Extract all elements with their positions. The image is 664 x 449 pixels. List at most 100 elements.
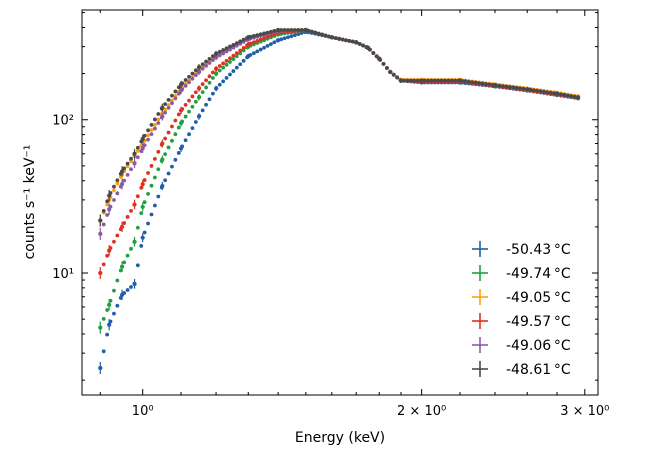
data-point — [572, 94, 577, 99]
data-point — [129, 167, 133, 172]
data-point — [501, 84, 505, 89]
data-point — [487, 82, 492, 87]
data-point — [193, 68, 198, 73]
data-point — [163, 102, 168, 107]
series-1 — [98, 27, 581, 334]
data-point — [139, 139, 144, 144]
data-point — [217, 68, 222, 73]
data-point — [200, 66, 205, 71]
data-point — [176, 151, 181, 155]
data-point — [231, 57, 236, 61]
data-point — [156, 149, 161, 154]
data-point — [135, 149, 140, 153]
data-point — [159, 142, 164, 147]
data-point — [292, 33, 297, 38]
data-point — [163, 152, 168, 156]
data-point — [125, 215, 130, 219]
data-point — [98, 231, 103, 236]
data-point — [234, 51, 239, 56]
data-point — [344, 38, 348, 43]
data-point — [211, 54, 215, 59]
data-point — [108, 298, 113, 303]
legend-label: -50.43 °C — [506, 242, 571, 258]
data-point — [251, 34, 256, 38]
data-point — [142, 133, 147, 138]
data-point — [107, 302, 112, 307]
data-point — [576, 95, 580, 100]
data-point — [207, 74, 212, 79]
data-point — [446, 78, 451, 83]
data-point — [391, 72, 396, 77]
data-point — [432, 78, 437, 83]
data-point — [463, 79, 468, 84]
data-point — [330, 35, 335, 40]
data-point — [166, 171, 171, 176]
data-point — [173, 96, 178, 101]
data-point — [173, 89, 178, 94]
data-point — [176, 85, 181, 90]
data-point — [163, 178, 168, 183]
data-point — [381, 61, 386, 66]
x-ticks: 10⁰ 2 × 10⁰ 3 × 10⁰ — [99, 10, 609, 419]
data-point — [146, 137, 150, 142]
data-point — [156, 194, 161, 199]
data-point — [118, 171, 123, 176]
data-point — [101, 262, 106, 267]
data-point — [183, 114, 188, 119]
data-point — [108, 191, 113, 195]
data-point — [207, 56, 212, 61]
data-point — [149, 183, 154, 188]
data-point — [190, 94, 195, 99]
data-point — [231, 69, 236, 73]
data-point — [545, 90, 550, 95]
data-point — [248, 34, 253, 39]
data-point — [183, 78, 188, 82]
data-point — [170, 164, 174, 169]
data-point — [224, 58, 229, 63]
data-point — [197, 65, 202, 69]
data-point — [460, 78, 464, 83]
data-point — [173, 118, 178, 123]
data-point — [142, 230, 147, 235]
data-point — [241, 58, 246, 63]
data-point — [354, 40, 359, 45]
data-point — [265, 34, 270, 39]
data-point — [521, 86, 526, 91]
data-point — [112, 184, 116, 189]
data-point — [190, 76, 195, 81]
data-point — [214, 55, 219, 60]
data-point — [528, 87, 533, 92]
y-ticks: 10¹ 10² — [52, 12, 598, 381]
data-point — [234, 43, 239, 48]
data-point — [217, 49, 222, 54]
data-point — [248, 41, 253, 46]
data-point — [241, 46, 246, 50]
data-point — [115, 303, 120, 308]
data-point — [105, 213, 110, 217]
data-point — [234, 41, 239, 46]
data-point — [279, 37, 284, 42]
data-point — [142, 200, 147, 205]
data-point — [299, 28, 304, 32]
data-point — [258, 32, 263, 37]
data-point — [238, 48, 243, 53]
data-point — [535, 88, 539, 93]
data-point — [183, 102, 188, 107]
data-point — [115, 233, 120, 238]
data-point — [221, 65, 226, 70]
data-point — [125, 161, 130, 166]
x-tick-label: 2 × 10⁰ — [397, 404, 446, 419]
data-point — [207, 61, 212, 65]
data-point — [149, 212, 154, 217]
data-point — [183, 138, 188, 143]
data-point — [118, 295, 123, 300]
data-point — [340, 37, 345, 42]
data-point — [429, 78, 434, 83]
data-point — [159, 159, 164, 163]
data-point — [415, 78, 420, 83]
data-point — [129, 208, 133, 213]
data-point — [156, 167, 161, 172]
data-point — [119, 264, 125, 269]
legend-label: -48.61 °C — [506, 362, 571, 378]
data-point — [347, 39, 352, 43]
